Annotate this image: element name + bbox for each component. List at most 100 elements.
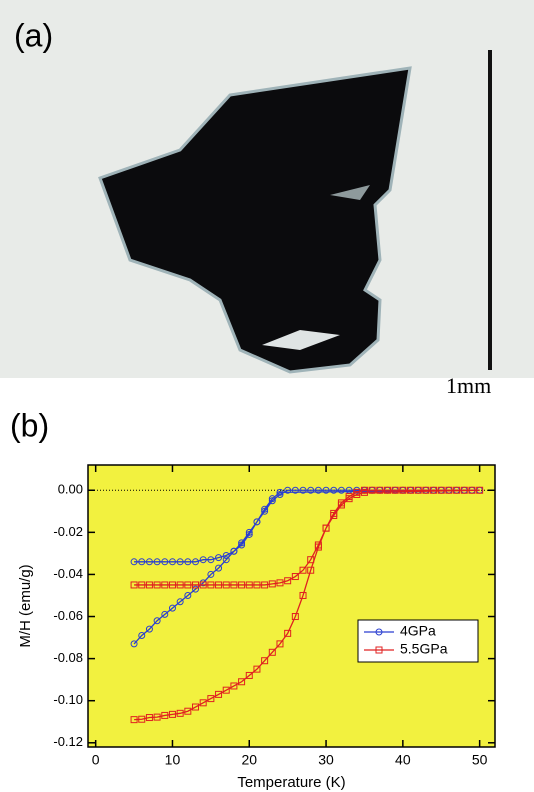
data-point xyxy=(330,512,338,520)
data-point xyxy=(184,581,192,589)
data-point xyxy=(138,558,146,566)
data-point xyxy=(130,558,138,566)
data-point xyxy=(153,617,161,625)
y-axis-label: M/H (emu/g) xyxy=(17,564,34,647)
y-tick-label: -0.08 xyxy=(53,650,83,665)
data-point xyxy=(391,486,399,494)
data-point xyxy=(153,713,161,721)
data-point xyxy=(215,690,223,698)
data-point xyxy=(376,486,384,494)
data-point xyxy=(184,707,192,715)
data-point xyxy=(222,551,230,559)
data-point xyxy=(184,558,192,566)
legend-label: 5.5GPa xyxy=(400,641,448,657)
y-tick-label: -0.12 xyxy=(53,734,83,749)
x-tick-label: 0 xyxy=(92,752,100,768)
data-point xyxy=(360,488,368,496)
data-point xyxy=(153,558,161,566)
data-point xyxy=(337,501,345,509)
x-tick-label: 50 xyxy=(472,752,488,768)
data-point xyxy=(276,488,284,496)
data-point xyxy=(268,497,276,505)
x-tick-label: 40 xyxy=(395,752,411,768)
data-point xyxy=(176,558,184,566)
data-point xyxy=(238,541,246,549)
data-point xyxy=(337,486,345,494)
data-point xyxy=(168,604,176,612)
scale-label: 1mm xyxy=(446,373,491,398)
data-point xyxy=(215,554,223,562)
data-point xyxy=(245,530,253,538)
x-tick-label: 10 xyxy=(165,752,181,768)
x-tick-label: 30 xyxy=(318,752,334,768)
data-point xyxy=(238,678,246,686)
data-point xyxy=(192,585,200,593)
data-point xyxy=(222,686,230,694)
data-point xyxy=(145,558,153,566)
data-point xyxy=(276,490,284,498)
legend-label: 4GPa xyxy=(400,623,436,639)
data-point xyxy=(199,556,207,564)
data-point xyxy=(161,610,169,618)
data-point xyxy=(307,566,315,574)
data-point xyxy=(368,486,376,494)
y-tick-label: -0.10 xyxy=(53,692,83,707)
panel-label: (a) xyxy=(14,17,53,53)
highlight xyxy=(262,330,340,350)
data-point xyxy=(276,579,284,587)
data-point xyxy=(199,581,207,589)
data-point xyxy=(138,715,146,723)
x-tick-label: 20 xyxy=(241,752,257,768)
data-point xyxy=(460,486,468,494)
data-point xyxy=(414,486,422,494)
y-tick-label: -0.02 xyxy=(53,524,83,539)
data-point xyxy=(245,581,253,589)
y-tick-label: -0.04 xyxy=(53,566,83,581)
data-point xyxy=(476,486,484,494)
data-point xyxy=(299,566,307,574)
y-tick-label: 0.00 xyxy=(58,482,83,497)
data-point xyxy=(261,581,269,589)
data-point xyxy=(291,613,299,621)
data-point xyxy=(284,577,292,585)
data-point xyxy=(468,486,476,494)
data-point xyxy=(253,665,261,673)
data-point xyxy=(383,486,391,494)
data-point xyxy=(192,581,200,589)
data-point xyxy=(268,580,276,588)
data-point xyxy=(130,716,138,724)
data-point xyxy=(314,486,322,494)
data-point xyxy=(453,486,461,494)
sample-flake xyxy=(98,66,412,374)
data-point xyxy=(407,486,415,494)
data-point xyxy=(238,539,246,547)
data-point xyxy=(307,556,315,564)
data-point xyxy=(161,711,169,719)
highlight xyxy=(330,185,370,200)
data-point xyxy=(222,581,230,589)
data-point xyxy=(207,581,215,589)
data-point xyxy=(253,518,261,526)
data-point xyxy=(307,486,315,494)
data-point xyxy=(138,631,146,639)
data-point xyxy=(445,486,453,494)
panel-label: (b) xyxy=(10,407,49,443)
data-point xyxy=(215,564,223,572)
data-point xyxy=(176,598,184,606)
data-point xyxy=(130,640,138,648)
data-point xyxy=(299,486,307,494)
data-point xyxy=(276,640,284,648)
data-point xyxy=(199,699,207,707)
legend-marker xyxy=(375,628,383,636)
data-point xyxy=(422,486,430,494)
data-point xyxy=(230,547,238,555)
data-point xyxy=(145,714,153,722)
data-point xyxy=(345,495,353,503)
data-point xyxy=(291,486,299,494)
data-point xyxy=(238,581,246,589)
data-point xyxy=(184,591,192,599)
data-point xyxy=(161,558,169,566)
data-point xyxy=(161,581,169,589)
data-point xyxy=(192,558,200,566)
